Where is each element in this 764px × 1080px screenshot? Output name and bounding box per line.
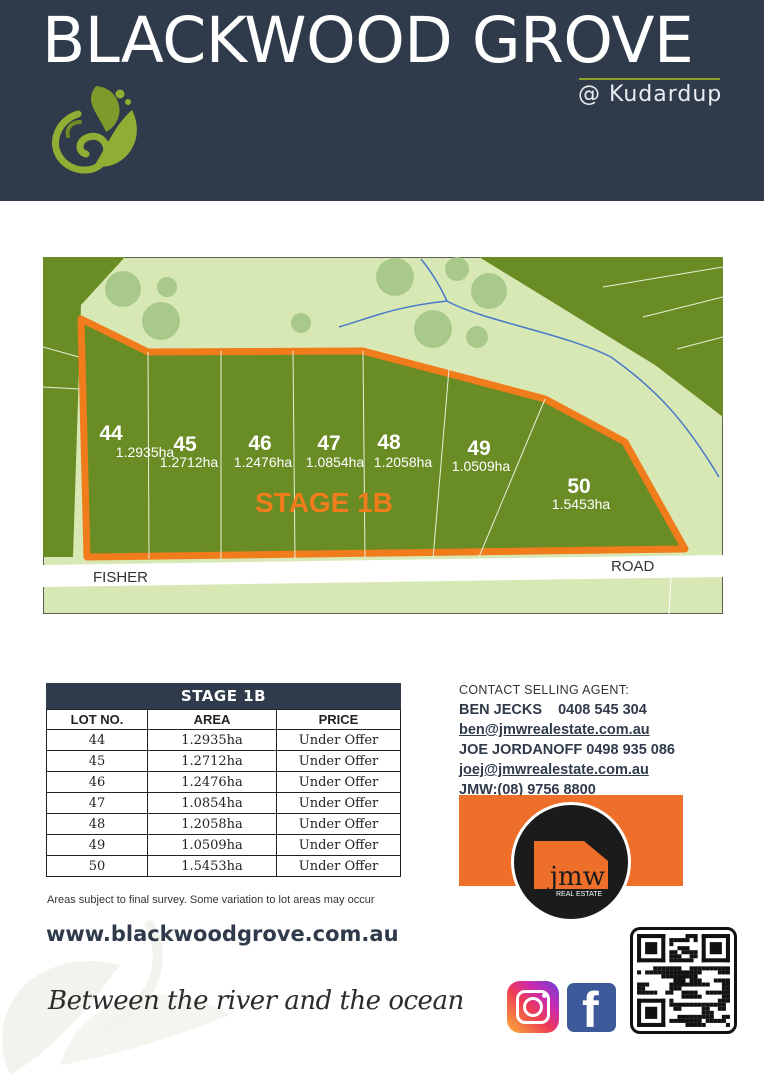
agent-1-phone: BEN JECKS 0408 545 304 xyxy=(459,702,647,718)
adjacent-land-left xyxy=(43,257,125,557)
lot-area-label: 1.2476ha xyxy=(234,454,293,470)
lot-number-label: 50 xyxy=(567,475,590,498)
contact-block: CONTACT SELLING AGENT: BEN JECKS 0408 54… xyxy=(459,683,749,800)
lot-number-label: 49 xyxy=(467,437,490,460)
header-banner: BLACKWOOD GROVE @ Kudardup xyxy=(0,0,764,201)
website-link[interactable]: www.blackwoodgrove.com.au xyxy=(46,922,399,946)
table-row: 50 1.5453ha Under Offer xyxy=(46,855,401,877)
price-cell: Under Offer xyxy=(276,792,401,814)
price-cell: Under Offer xyxy=(276,813,401,835)
price-cell: Under Offer xyxy=(276,834,401,856)
lot-area-label: 1.2935ha xyxy=(116,444,175,460)
table-row: 46 1.2476ha Under Offer xyxy=(46,771,401,793)
lot-number-label: 46 xyxy=(248,432,271,455)
lot-divider xyxy=(147,351,150,560)
lots-table: STAGE 1B LOT NO. AREA PRICE 44 1.2935ha Un… xyxy=(46,683,401,877)
stage-label: STAGE 1B xyxy=(255,487,393,518)
lot-number-cell: 44 xyxy=(46,729,148,751)
lot-number-cell: 45 xyxy=(46,750,148,772)
lot-divider xyxy=(362,350,366,560)
lot-number-cell: 49 xyxy=(46,834,148,856)
fisher-road xyxy=(43,555,723,587)
location-subtitle: @ Kudardup xyxy=(578,82,723,107)
page-title: BLACKWOOD GROVE xyxy=(42,4,694,77)
leaf-swirl-logo-icon xyxy=(51,86,137,174)
price-cell: Under Offer xyxy=(276,729,401,751)
tagline: Between the river and the ocean xyxy=(48,986,464,1016)
area-cell: 1.2058ha xyxy=(147,813,277,835)
title-divider xyxy=(579,78,720,80)
site-plan-map: 441.2935ha 451.2712ha 461.2476ha 471.0854ha… xyxy=(43,257,723,614)
qr-code-icon[interactable] xyxy=(630,927,737,1034)
price-cell: Under Offer xyxy=(276,771,401,793)
area-cell: 1.2935ha xyxy=(147,729,277,751)
lot-divider xyxy=(432,368,450,560)
area-cell: 1.2476ha xyxy=(147,771,277,793)
lot-number-cell: 47 xyxy=(46,792,148,814)
column-header-lot: LOT NO. xyxy=(46,709,148,730)
facebook-glyph: f xyxy=(582,983,599,1032)
table-row: 47 1.0854ha Under Offer xyxy=(46,792,401,814)
lot-area-label: 1.0509ha xyxy=(452,458,511,474)
column-header-area: AREA xyxy=(147,709,277,730)
area-cell: 1.0854ha xyxy=(147,792,277,814)
instagram-icon[interactable] xyxy=(507,981,559,1033)
agent-2-email-link[interactable]: joej@jmwrealestate.com.au xyxy=(459,762,649,778)
stage-1b-boundary xyxy=(77,315,689,561)
agent-1-email-link[interactable]: ben@jmwrealestate.com.au xyxy=(459,722,650,738)
lot-number-cell: 48 xyxy=(46,813,148,835)
lot-area-label: 1.0854ha xyxy=(306,454,365,470)
table-row: 48 1.2058ha Under Offer xyxy=(46,813,401,835)
table-row: 49 1.0509ha Under Offer xyxy=(46,834,401,856)
table-row: 44 1.2935ha Under Offer xyxy=(46,729,401,751)
adjacent-land-right xyxy=(479,257,723,417)
lot-area-label: 1.2712ha xyxy=(160,454,219,470)
lot-dividers xyxy=(147,350,546,560)
facebook-icon[interactable]: f xyxy=(567,983,616,1032)
area-cell: 1.2712ha xyxy=(147,750,277,772)
survey-disclaimer: Areas subject to final survey. Some vari… xyxy=(47,894,375,906)
road-label-left: FISHER xyxy=(93,569,148,586)
jmw-logo-icon: jmw REAL ESTATE xyxy=(534,841,608,898)
leaf-watermark-icon xyxy=(2,920,230,1075)
column-header-price: PRICE xyxy=(276,709,401,730)
price-cell: Under Offer xyxy=(276,855,401,877)
table-row: 45 1.2712ha Under Offer xyxy=(46,750,401,772)
lot-number-label: 48 xyxy=(377,431,401,454)
contact-heading: CONTACT SELLING AGENT: xyxy=(459,683,630,697)
jmw-logo-subtext: REAL ESTATE xyxy=(556,891,602,898)
office-phone: JMW:(08) 9756 8800 xyxy=(459,782,596,798)
price-cell: Under Offer xyxy=(276,750,401,772)
tree-cluster xyxy=(105,257,507,348)
creek-line xyxy=(420,258,720,478)
area-cell: 1.0509ha xyxy=(147,834,277,856)
lot-number-cell: 50 xyxy=(46,855,148,877)
road-label-right: ROAD xyxy=(611,558,655,575)
table-header-row: LOT NO. AREA PRICE xyxy=(46,709,401,730)
jmw-logo-text: jmw xyxy=(547,862,605,892)
lot-labels: 441.2935ha 451.2712ha 461.2476ha 471.0854ha… xyxy=(99,422,610,512)
lot-divider xyxy=(478,398,546,558)
jmw-logo-badge: jmw REAL ESTATE xyxy=(511,802,631,922)
lot-number-label: 47 xyxy=(317,432,340,455)
lot-divider xyxy=(292,350,296,560)
lot-number-label: 44 xyxy=(99,422,123,445)
lot-number-label: 45 xyxy=(173,433,197,456)
lot-number-cell: 46 xyxy=(46,771,148,793)
lot-area-label: 1.5453ha xyxy=(552,496,611,512)
agent-2-phone: JOE JORDANOFF 0498 935 086 xyxy=(459,742,675,758)
table-title: STAGE 1B xyxy=(46,683,401,709)
area-cell: 1.5453ha xyxy=(147,855,277,877)
lot-area-label: 1.2058ha xyxy=(374,454,433,470)
